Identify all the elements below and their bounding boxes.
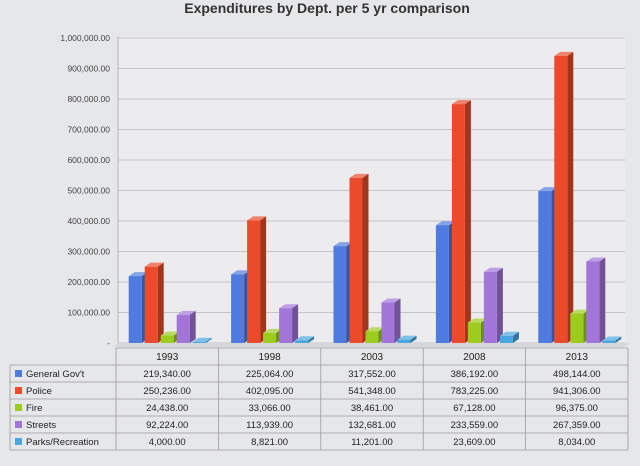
bar-police-1993 — [144, 262, 164, 343]
y-tick-label: - — [107, 338, 110, 348]
bar-parks-recreation-2008 — [499, 331, 519, 343]
x-tick-label: 1998 — [258, 352, 281, 363]
legend-swatch — [15, 421, 22, 428]
data-label: 33,066.00 — [248, 403, 290, 414]
bar-parks-recreation-1998 — [295, 336, 315, 343]
y-tick-label: 800,000.00 — [67, 94, 110, 104]
y-tick-label: 400,000.00 — [67, 216, 110, 226]
data-label: 225,064.00 — [246, 369, 294, 380]
bar-parks-recreation-2003 — [397, 335, 417, 343]
data-label: 38,461.00 — [351, 403, 393, 414]
data-label: 941,306.00 — [553, 386, 601, 397]
bar-streets-2013 — [586, 257, 606, 343]
data-label: 386,192.00 — [451, 369, 499, 380]
data-label: 250,236.00 — [143, 386, 191, 397]
legend-label: Parks/Recreation — [26, 437, 99, 448]
legend-label: General Gov't — [26, 369, 85, 380]
data-label: 96,375.00 — [556, 403, 598, 414]
data-label: 113,939.00 — [246, 420, 293, 431]
data-label: 317,552.00 — [348, 369, 396, 380]
data-label: 233,559.00 — [451, 420, 499, 431]
data-label: 132,681.00 — [348, 420, 396, 431]
bar-streets-1993 — [176, 310, 196, 343]
bar-police-2008 — [451, 100, 471, 343]
legend-label: Fire — [26, 403, 42, 414]
bar-parks-recreation-1993 — [192, 337, 212, 343]
data-label: 8,821.00 — [251, 437, 288, 448]
legend-label: Police — [26, 386, 52, 397]
data-label: 498,144.00 — [553, 369, 601, 380]
chart-floor — [112, 343, 631, 347]
y-tick-label: 300,000.00 — [67, 247, 110, 257]
data-label: 219,340.00 — [143, 369, 191, 380]
legend-swatch — [15, 370, 22, 377]
chart-title: Expenditures by Dept. per 5 yr compariso… — [184, 0, 470, 16]
legend-swatch — [15, 404, 22, 411]
x-tick-label: 2013 — [566, 352, 589, 363]
data-label: 24,438.00 — [146, 403, 188, 414]
y-tick-label: 500,000.00 — [67, 186, 110, 196]
y-tick-label: 600,000.00 — [67, 155, 110, 165]
data-label: 402,095.00 — [246, 386, 294, 397]
data-label: 541,348.00 — [348, 386, 396, 397]
y-tick-label: 700,000.00 — [67, 125, 110, 135]
y-axis: 1,000,000.00 900,000.00 800,000.00 700,000.… — [60, 33, 119, 348]
data-label: 67,128.00 — [453, 403, 495, 414]
x-tick-label: 2003 — [361, 352, 384, 363]
y-tick-label: 1,000,000.00 — [60, 33, 110, 43]
y-tick-label: 100,000.00 — [67, 308, 110, 318]
data-label: 783,225.00 — [451, 386, 499, 397]
data-label: 23,609.00 — [453, 437, 495, 448]
bar-streets-1998 — [279, 304, 299, 343]
bar-parks-recreation-2013 — [602, 336, 622, 343]
bar-police-2013 — [554, 51, 574, 343]
legend-label: Streets — [26, 420, 56, 431]
legend-swatch — [15, 438, 22, 445]
data-label: 267,359.00 — [553, 420, 601, 431]
bar-streets-2008 — [483, 267, 503, 343]
y-tick-label: 900,000.00 — [67, 64, 110, 74]
bar-police-1998 — [247, 216, 267, 343]
data-label: 8,034.00 — [558, 437, 595, 448]
data-label: 92,224.00 — [146, 420, 188, 431]
data-label: 11,201.00 — [351, 437, 393, 448]
bar-police-2003 — [349, 173, 369, 343]
legend-swatch — [15, 387, 22, 394]
x-tick-label: 1993 — [156, 352, 179, 363]
x-tick-label: 2008 — [463, 352, 486, 363]
data-label: 4,000.00 — [149, 437, 186, 448]
y-tick-label: 200,000.00 — [67, 277, 110, 287]
bars — [128, 51, 622, 343]
bar-streets-2003 — [381, 298, 401, 343]
data-table: 1993 1998 2003 2008 2013 General Gov't 219,340… — [9, 347, 629, 451]
